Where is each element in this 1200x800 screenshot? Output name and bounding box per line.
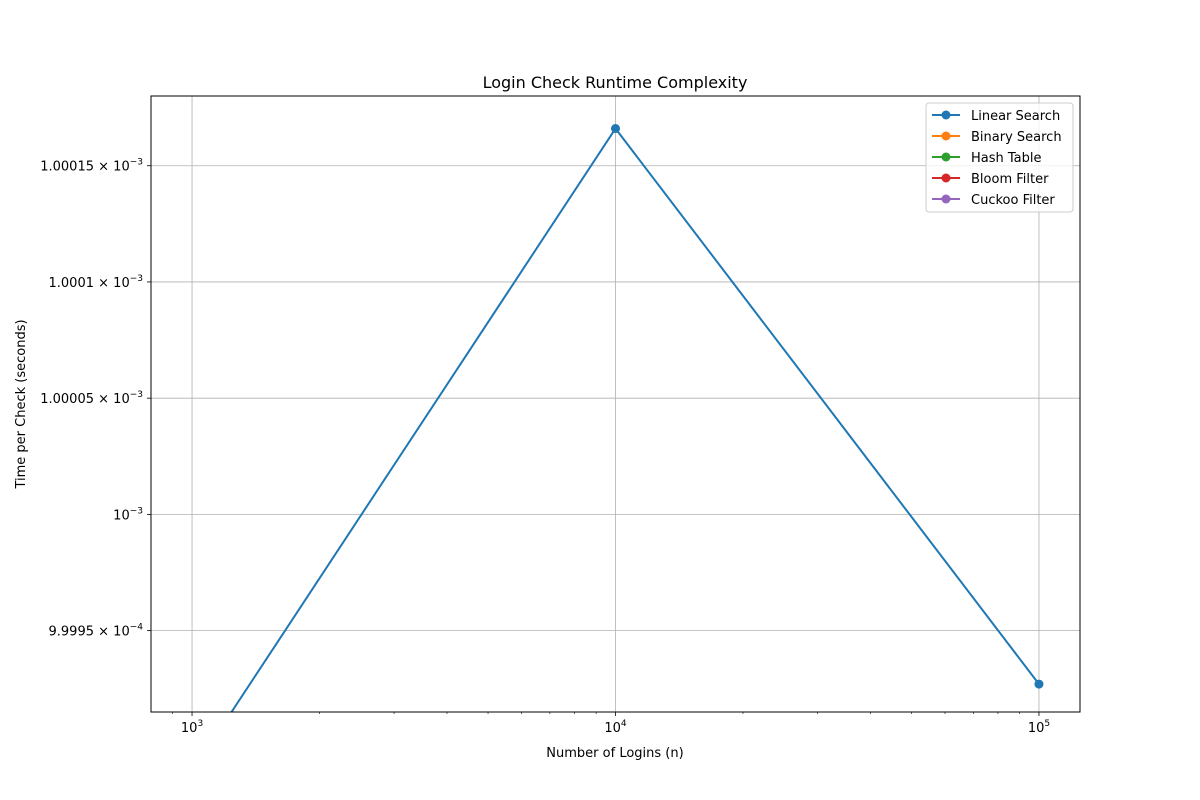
y-axis-label: Time per Check (seconds): [14, 319, 29, 489]
legend-marker: [941, 173, 951, 183]
x-axis-label: Number of Logins (n): [546, 746, 683, 761]
chart-title: Login Check Runtime Complexity: [483, 73, 748, 92]
legend-marker: [941, 110, 951, 120]
legend-box: [925, 102, 1074, 213]
legend-label: Binary Search: [971, 130, 1062, 145]
y-tick-label: 1.00005 × 10−3: [40, 390, 143, 407]
y-tick-label: 10−3: [113, 506, 143, 523]
legend-label: Hash Table: [971, 151, 1042, 166]
legend-entry: Binary Search: [932, 130, 1062, 145]
legend-entry: Linear Search: [932, 109, 1060, 124]
legend-label: Bloom Filter: [971, 172, 1049, 187]
y-tick-label: 1.0001 × 10−3: [49, 274, 144, 291]
x-tick-label: 103: [181, 719, 203, 736]
legend-marker: [941, 152, 951, 162]
y-axis-ticks: 9.9995 × 10−4 10−3 1.00005 × 10−3 1.0001 × …: [40, 158, 151, 640]
legend-label: Linear Search: [971, 109, 1060, 124]
x-tick-label: 104: [604, 719, 627, 736]
legend-marker: [941, 194, 951, 204]
series-linear-search: [230, 124, 1044, 712]
legend-entry: Bloom Filter: [932, 172, 1049, 187]
x-axis-ticks: 103 104 105: [181, 712, 1050, 736]
legend-entry: Hash Table: [932, 151, 1042, 166]
series: [230, 124, 1044, 712]
legend-entry: Cuckoo Filter: [932, 193, 1055, 208]
plot-frame: [150, 95, 1081, 713]
legend: Linear Search Binary Search Hash Table Bloo…: [925, 102, 1074, 213]
data-point: [1034, 679, 1044, 689]
y-tick-label: 1.00015 × 10−3: [40, 158, 143, 175]
legend-marker: [941, 131, 951, 141]
data-point: [611, 124, 620, 134]
y-tick-label: 9.9995 × 10−4: [49, 623, 144, 640]
x-tick-label: 105: [1028, 719, 1050, 736]
legend-label: Cuckoo Filter: [971, 193, 1055, 208]
